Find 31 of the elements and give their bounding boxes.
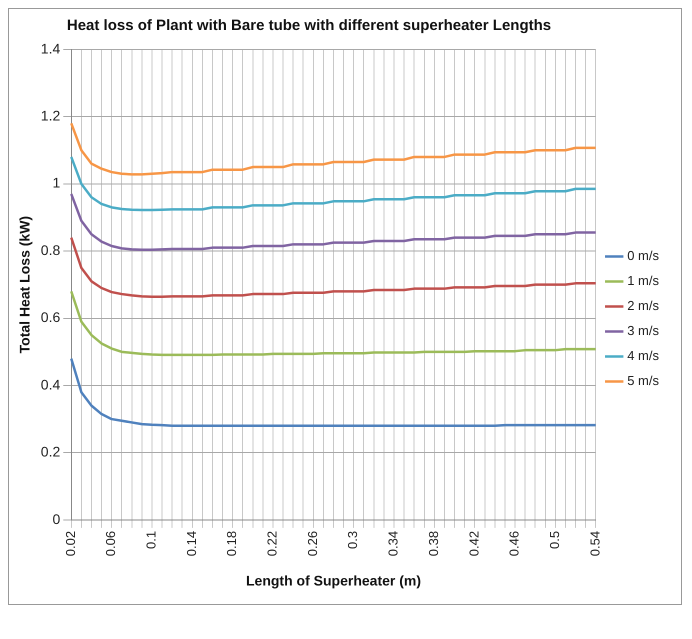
x-tick-label: 0.46 xyxy=(506,530,522,556)
x-tick-label: 0.54 xyxy=(587,530,602,556)
x-tick-label: 0.42 xyxy=(466,530,482,556)
chart-title: Heat loss of Plant with Bare tube with different superheater Lengths xyxy=(66,17,552,34)
y-tick-label: 1 xyxy=(52,174,60,191)
y-axis-title: Total Heat Loss (kW) xyxy=(16,216,32,354)
y-tick-label: 0.8 xyxy=(40,242,60,258)
x-tick-label: 0.26 xyxy=(304,530,320,556)
x-tick-label: 0.14 xyxy=(184,530,199,556)
legend-label: 1 m/s xyxy=(627,273,660,288)
y-tick-label: 0.4 xyxy=(40,376,60,392)
y-tick-label: 0.6 xyxy=(40,309,60,326)
x-tick-label: 0.38 xyxy=(426,530,441,556)
y-tick-label: 0.2 xyxy=(40,444,60,460)
legend-label: 2 m/s xyxy=(627,298,660,314)
y-tick-label: 1.4 xyxy=(40,40,60,56)
legend-label: 5 m/s xyxy=(627,373,660,388)
x-tick-label: 0.5 xyxy=(546,530,562,549)
x-tick-label: 0.22 xyxy=(264,530,280,556)
x-tick-label: 0.3 xyxy=(345,530,360,549)
legend-label: 0 m/s xyxy=(627,248,660,264)
legend-label: 4 m/s xyxy=(627,348,660,364)
y-tick-label: 0 xyxy=(52,510,60,527)
x-tick-label: 0.18 xyxy=(224,530,240,556)
x-tick-label: 0.34 xyxy=(386,530,401,556)
x-tick-label: 0.06 xyxy=(103,530,118,556)
x-tick-label: 0.02 xyxy=(62,530,78,556)
x-tick-label: 0.1 xyxy=(144,530,159,549)
x-axis-title: Length of Superheater (m) xyxy=(246,572,421,588)
legend-label: 3 m/s xyxy=(627,323,660,338)
y-tick-label: 1.2 xyxy=(40,107,60,124)
